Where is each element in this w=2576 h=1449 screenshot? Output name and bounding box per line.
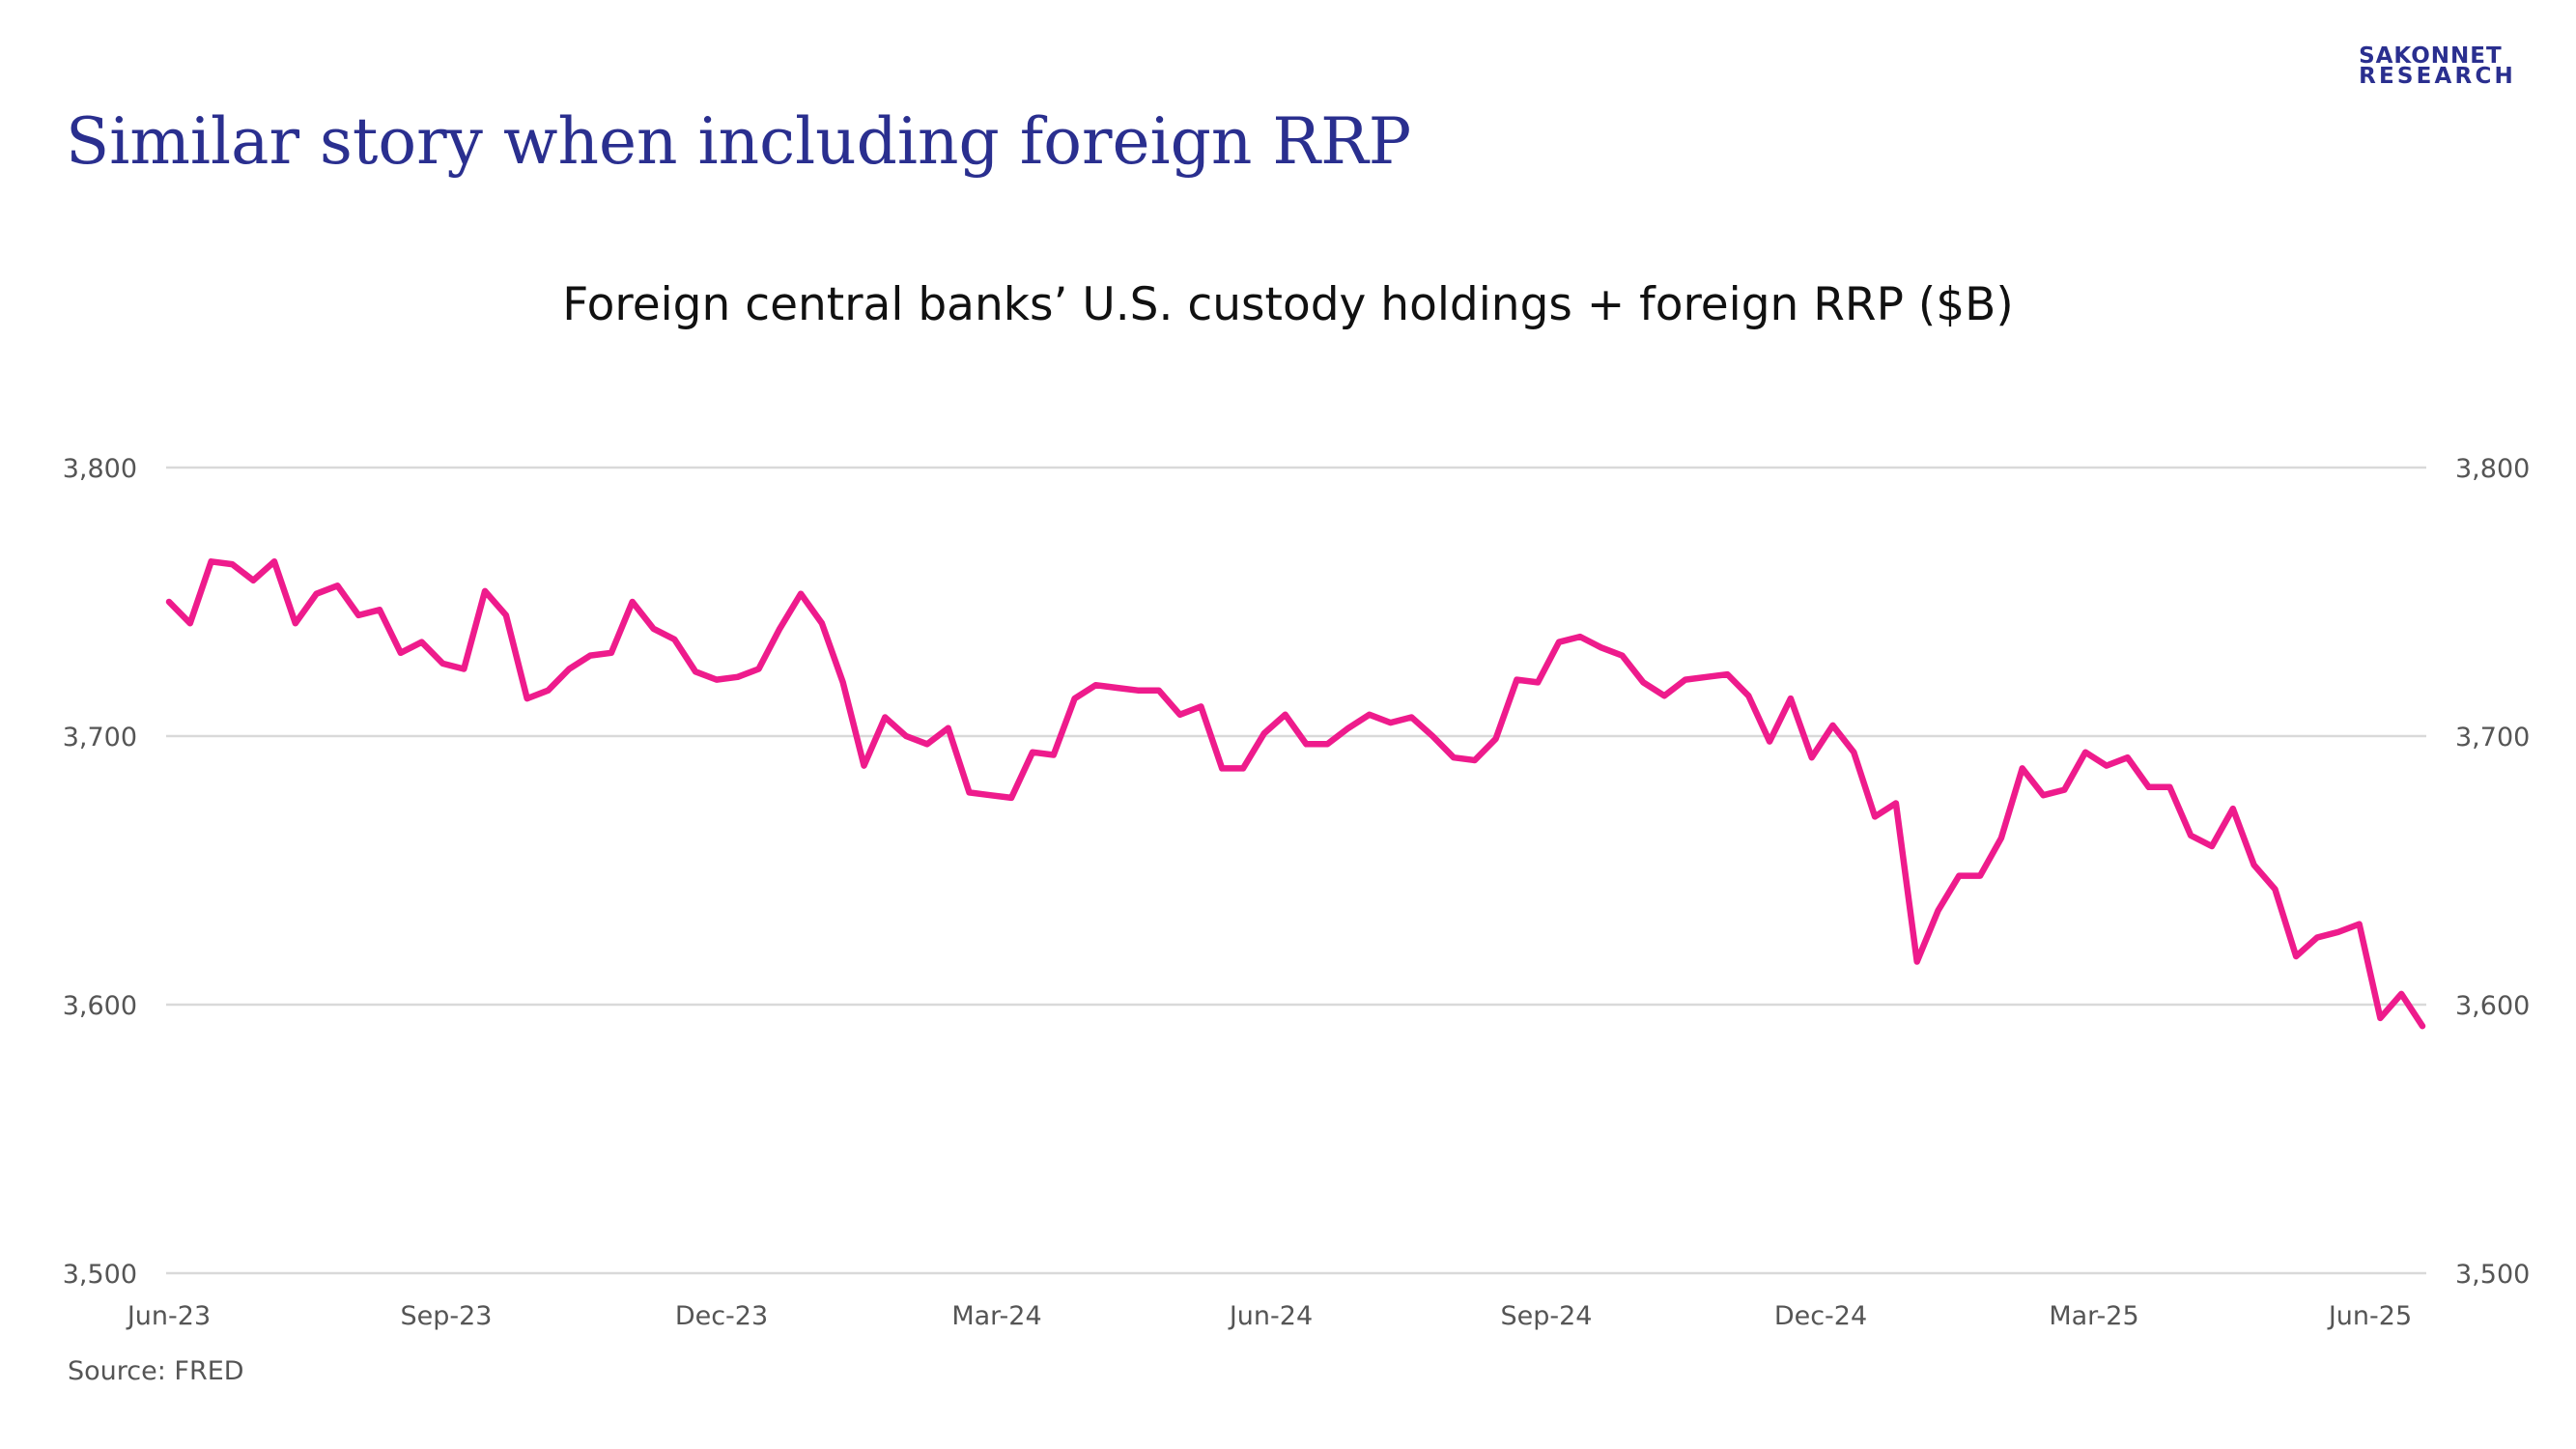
x-tick-label: Dec-24 [1774, 1301, 1867, 1331]
chart-title: Foreign central banks’ U.S. custody hold… [562, 278, 2014, 331]
x-tick-label: Mar-24 [951, 1301, 1041, 1331]
x-tick-label: Jun-24 [1228, 1301, 1313, 1331]
gridlines [166, 466, 2426, 1275]
y-tick-label-left: 3,700 [63, 723, 137, 753]
x-tick-label: Mar-25 [2049, 1301, 2138, 1331]
right-y-axis: 3,500 3,600 3,700 3,800 [2455, 454, 2530, 1290]
y-tick-label-right: 3,700 [2455, 723, 2530, 753]
series-layer [165, 558, 2426, 1030]
x-tick-label: Jun-25 [2327, 1301, 2412, 1331]
y-tick-label-left: 3,600 [63, 991, 137, 1021]
slide-title: Similar story when including foreign RRP [66, 104, 1412, 179]
y-tick-label-left: 3,500 [63, 1260, 137, 1290]
source-note: Source: FRED [68, 1356, 244, 1386]
logo-line-2: RESEARCH [2359, 64, 2516, 89]
series-line [165, 558, 2426, 1030]
x-axis: Jun-23 Sep-23 Dec-23 Mar-24 Jun-24 Sep-24 Dec-… [126, 1301, 2412, 1331]
x-tick-label: Sep-23 [401, 1301, 493, 1331]
left-y-axis: 3,500 3,600 3,700 3,800 [63, 454, 137, 1290]
y-tick-label-left: 3,800 [63, 454, 137, 484]
x-tick-label: Jun-23 [126, 1301, 211, 1331]
x-tick-label: Dec-23 [675, 1301, 768, 1331]
y-tick-label-right: 3,600 [2455, 991, 2530, 1021]
logo-line-1: SAKONNET [2359, 43, 2503, 69]
company-logo: SAKONNET RESEARCH [2359, 43, 2516, 89]
x-tick-label: Sep-24 [1501, 1301, 1593, 1331]
y-tick-label-right: 3,500 [2455, 1260, 2530, 1290]
y-tick-label-right: 3,800 [2455, 454, 2530, 484]
